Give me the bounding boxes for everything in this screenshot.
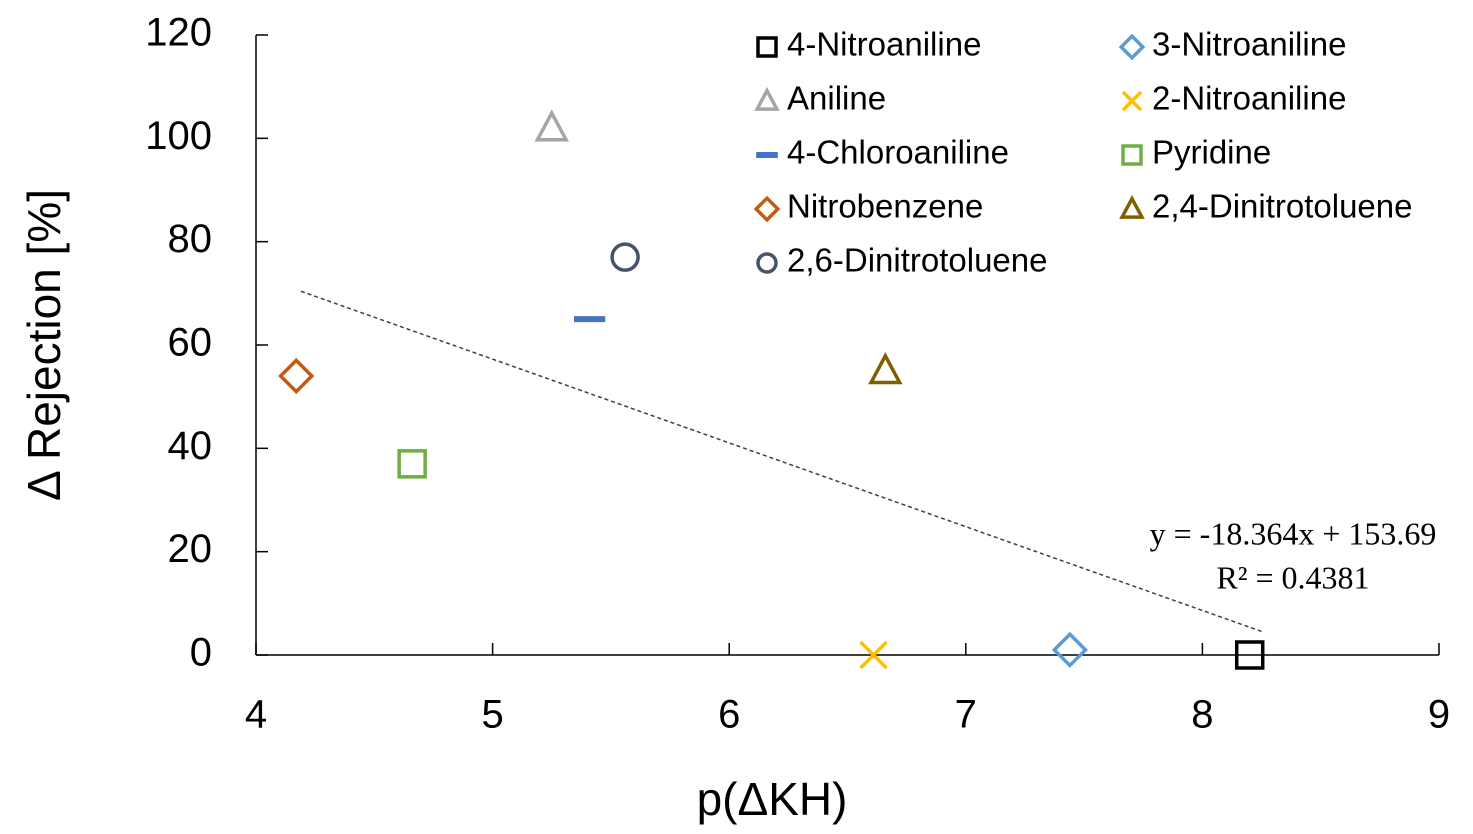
point: [610, 242, 640, 272]
point: [534, 109, 569, 142]
point: [868, 352, 903, 385]
x-tick-label: 5: [481, 693, 503, 737]
y-tick-label: 20: [168, 527, 213, 571]
legend-marker: [1119, 194, 1145, 219]
legend-label: 4-Nitroaniline: [787, 26, 981, 63]
point: [397, 449, 427, 479]
legend-marker: [754, 86, 780, 111]
y-tick-label: 60: [168, 321, 213, 365]
x-tick-label: 6: [718, 693, 740, 737]
x-axis-label: p(ΔKH): [697, 773, 848, 825]
y-axis-label: Δ Rejection [%]: [18, 189, 70, 501]
x-tick-label: 9: [1428, 693, 1450, 737]
legend-label: 4-Chloroaniline: [787, 134, 1009, 171]
legend-label: 3-Nitroaniline: [1152, 26, 1346, 63]
legend-marker: [756, 36, 778, 58]
legend-label: 2,4-Dinitrotoluene: [1152, 188, 1413, 225]
point: [278, 357, 315, 395]
x-tick-label: 8: [1191, 693, 1213, 737]
legend-label: 2,6-Dinitrotoluene: [787, 242, 1048, 279]
legend-label: 2-Nitroaniline: [1152, 80, 1346, 117]
legend-marker: [1118, 33, 1146, 61]
legend-label: Aniline: [787, 80, 886, 117]
legend-marker: [756, 252, 778, 274]
y-tick-label: 120: [145, 11, 212, 55]
point: [859, 640, 888, 670]
y-tick-label: 100: [145, 114, 212, 158]
trendline: [300, 290, 1265, 633]
trendline-equation: y = -18.364x + 153.69: [1150, 515, 1437, 551]
legend-label: Nitrobenzene: [787, 188, 983, 225]
point: [1234, 640, 1265, 670]
trendline-r2: R² = 0.4381: [1217, 559, 1370, 595]
legend-label: Pyridine: [1152, 134, 1271, 171]
legend-marker: [753, 195, 781, 223]
legend-marker: [1121, 90, 1143, 112]
x-tick-label: 7: [955, 693, 977, 737]
y-tick-label: 40: [168, 424, 213, 468]
y-tick-label: 80: [168, 217, 213, 261]
x-tick-label: 4: [245, 693, 267, 737]
y-tick-label: 0: [190, 631, 212, 675]
legend-marker: [1121, 144, 1143, 166]
point: [1051, 631, 1088, 668]
